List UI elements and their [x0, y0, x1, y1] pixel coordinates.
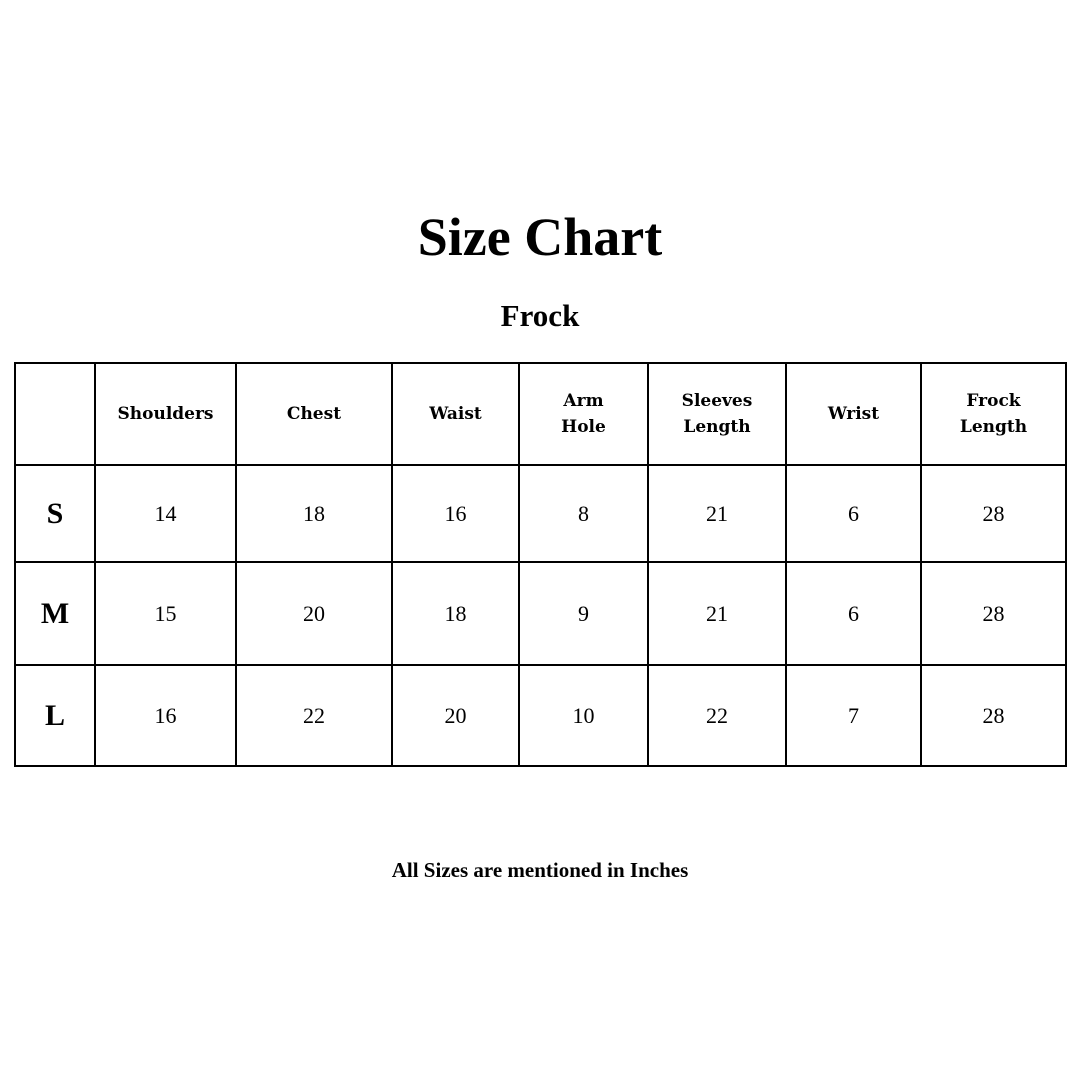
table-row: L 16 22 20 10 22 7 28 [14, 664, 1067, 767]
table-cell: 15 [94, 561, 237, 666]
header-cell: Frock Length [920, 362, 1067, 466]
table-cell: 16 [391, 464, 520, 563]
header-cell: Sleeves Length [647, 362, 787, 466]
table-cell: 10 [518, 664, 649, 767]
table-cell: 22 [647, 664, 787, 767]
table-cell: 20 [235, 561, 393, 666]
table-cell: 9 [518, 561, 649, 666]
size-table: Shoulders Chest Waist Arm Hole Sleeves L… [14, 362, 1067, 767]
page-subtitle: Frock [500, 298, 580, 333]
size-label: S [14, 464, 96, 563]
table-cell: 18 [391, 561, 520, 666]
size-label: M [14, 561, 96, 666]
header-cell: Chest [235, 362, 393, 466]
size-label: L [14, 664, 96, 767]
table-cell: 28 [920, 561, 1067, 666]
header-row: Shoulders Chest Waist Arm Hole Sleeves L… [14, 362, 1067, 466]
table-cell: 22 [235, 664, 393, 767]
table-cell: 8 [518, 464, 649, 563]
table-cell: 28 [920, 464, 1067, 563]
table-cell: 6 [785, 561, 922, 666]
header-cell [14, 362, 96, 466]
table-cell: 16 [94, 664, 237, 767]
page-title: Size Chart [417, 207, 663, 267]
table-row: S 14 18 16 8 21 6 28 [14, 464, 1067, 563]
table-cell: 28 [920, 664, 1067, 767]
units-note: All Sizes are mentioned in Inches [391, 858, 689, 882]
table-row: M 15 20 18 9 21 6 28 [14, 561, 1067, 666]
header-cell: Shoulders [94, 362, 237, 466]
header-cell: Waist [391, 362, 520, 466]
table-cell: 7 [785, 664, 922, 767]
table-cell: 21 [647, 561, 787, 666]
header-cell: Arm Hole [518, 362, 649, 466]
table-cell: 21 [647, 464, 787, 563]
table-cell: 14 [94, 464, 237, 563]
header-cell: Wrist [785, 362, 922, 466]
table-cell: 20 [391, 664, 520, 767]
table-cell: 6 [785, 464, 922, 563]
table-cell: 18 [235, 464, 393, 563]
